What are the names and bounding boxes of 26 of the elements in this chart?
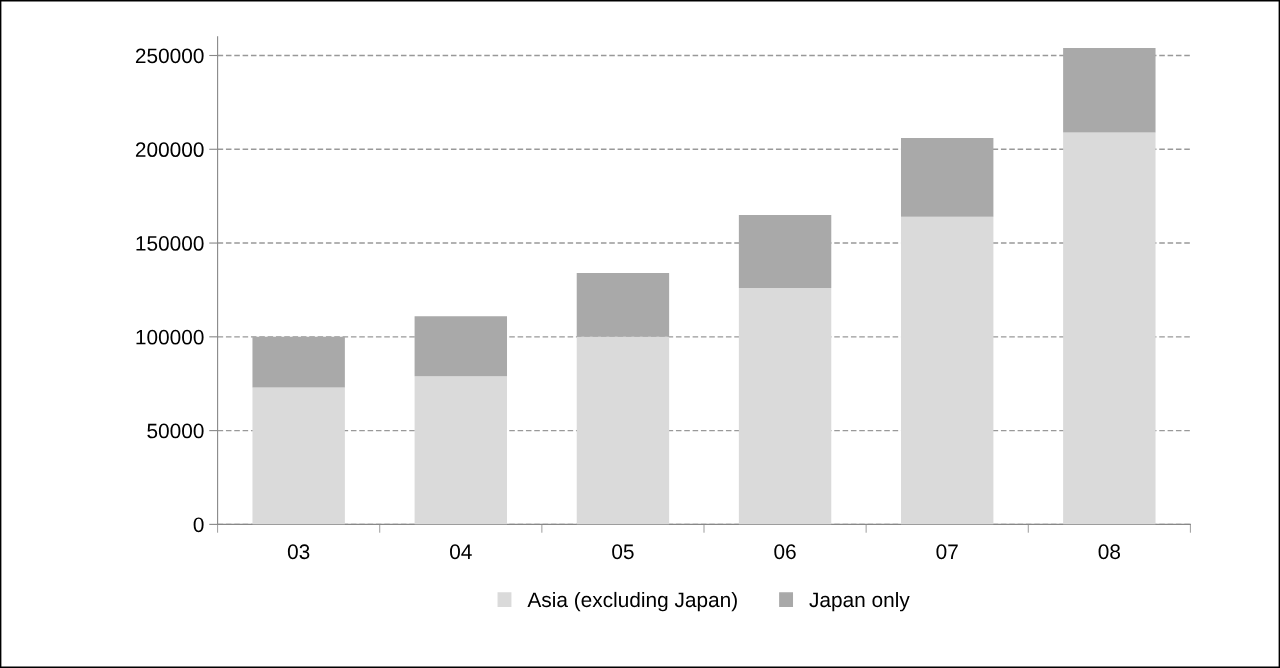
y-tick-label: 0: [193, 517, 204, 533]
y-tick-label: 250000: [135, 48, 204, 64]
bar: [576, 273, 670, 337]
bar: [252, 336, 345, 388]
y-tick-label: 50000: [147, 423, 204, 439]
bar: [900, 216, 994, 525]
x-tick-label: 05: [612, 544, 634, 560]
bar: [738, 214, 832, 289]
y-tick-label: 100000: [136, 329, 204, 345]
y-tick-label: 200000: [135, 142, 204, 158]
bar: [252, 387, 345, 525]
bar: [414, 316, 508, 377]
bar: [1063, 47, 1156, 133]
x-tick-label: 04: [450, 544, 472, 560]
bar: [576, 336, 670, 525]
bar: [900, 138, 994, 217]
x-tick-label: 06: [774, 544, 796, 560]
bar: [1063, 132, 1156, 525]
legend-label: Japan only: [809, 591, 910, 612]
bar: [738, 288, 832, 525]
x-tick-label: 03: [287, 544, 310, 560]
x-tick-label: 07: [936, 544, 958, 560]
legend-label: Asia (excluding Japan): [527, 591, 737, 612]
y-tick-label: 150000: [136, 236, 204, 251]
x-tick-label: 08: [1098, 544, 1121, 560]
bar: [414, 376, 508, 525]
